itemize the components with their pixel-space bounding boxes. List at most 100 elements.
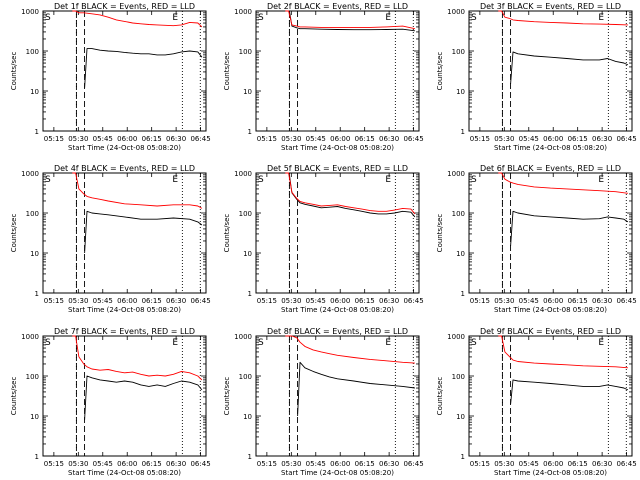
end-marker-label: E bbox=[385, 338, 391, 348]
x-tick-label: 06:15 bbox=[355, 297, 375, 305]
start-marker-label: S bbox=[45, 338, 51, 348]
y-tick-label: 1 bbox=[248, 453, 252, 461]
events-series-line bbox=[510, 210, 629, 247]
x-tick-label: 06:15 bbox=[568, 460, 588, 468]
events-series-line bbox=[297, 361, 415, 417]
panel-title: Det 6f BLACK = Events, RED = LLD bbox=[480, 164, 621, 173]
start-marker-label: S bbox=[45, 175, 51, 185]
x-tick-label: 06:30 bbox=[592, 297, 612, 305]
y-tick-label: 1 bbox=[248, 128, 252, 136]
y-tick-label: 1000 bbox=[234, 333, 252, 341]
start-marker-label: S bbox=[471, 13, 477, 23]
events-series-line bbox=[288, 174, 416, 218]
x-tick-label: 06:30 bbox=[379, 135, 399, 143]
x-tick-label: 06:30 bbox=[166, 135, 186, 143]
y-tick-label: 10 bbox=[456, 250, 465, 258]
axes-frame bbox=[255, 10, 420, 132]
x-tick-label: 06:15 bbox=[142, 297, 162, 305]
x-tick-label: 06:30 bbox=[166, 460, 186, 468]
y-tick-label: 1000 bbox=[21, 8, 39, 16]
x-tick-label: 06:15 bbox=[355, 135, 375, 143]
detector-panel: Det 2f BLACK = Events, RED = LLD 1 10 100 10… bbox=[223, 2, 424, 152]
y-tick-label: 1 bbox=[35, 128, 39, 136]
x-tick-label: 06:00 bbox=[117, 297, 137, 305]
x-tick-label: 06:00 bbox=[117, 135, 137, 143]
detector-panel: Det 8f BLACK = Events, RED = LLD 1 10 100 10… bbox=[223, 327, 424, 477]
detector-panel: Det 4f BLACK = Events, RED = LLD 1 10 100 10… bbox=[10, 164, 211, 314]
x-tick-label: 06:30 bbox=[379, 297, 399, 305]
end-marker-label: E bbox=[385, 13, 391, 23]
x-tick-label: 05:15 bbox=[257, 297, 277, 305]
x-tick-label: 05:30 bbox=[281, 135, 301, 143]
x-tick-label: 05:45 bbox=[93, 135, 113, 143]
x-tick-label: 05:30 bbox=[494, 135, 514, 143]
y-tick-label: 100 bbox=[26, 373, 39, 381]
x-tick-label: 05:15 bbox=[44, 460, 64, 468]
end-marker-label: E bbox=[385, 175, 391, 185]
y-tick-label: 1000 bbox=[21, 333, 39, 341]
y-tick-label: 10 bbox=[30, 88, 39, 96]
end-marker-label: E bbox=[172, 13, 178, 23]
axes-frame bbox=[468, 10, 633, 132]
x-tick-label: 06:15 bbox=[355, 460, 375, 468]
x-tick-label: 05:45 bbox=[93, 297, 113, 305]
x-tick-label: 06:45 bbox=[190, 297, 210, 305]
y-axis-label: Counts/sec bbox=[10, 52, 18, 91]
y-axis-label: Counts/sec bbox=[223, 377, 231, 416]
x-tick-label: 06:30 bbox=[592, 460, 612, 468]
y-tick-label: 100 bbox=[239, 373, 252, 381]
x-tick-label: 05:15 bbox=[44, 135, 64, 143]
events-series-line bbox=[288, 10, 415, 32]
y-tick-label: 100 bbox=[452, 210, 465, 218]
detector-panel: Det 1f BLACK = Events, RED = LLD 1 10 100 10… bbox=[10, 2, 211, 152]
x-tick-label: 05:45 bbox=[519, 297, 539, 305]
panel-title: Det 3f BLACK = Events, RED = LLD bbox=[480, 2, 621, 11]
y-tick-label: 1000 bbox=[234, 170, 252, 178]
x-tick-label: 05:30 bbox=[494, 297, 514, 305]
x-tick-label: 06:30 bbox=[166, 297, 186, 305]
panel-title: Det 9f BLACK = Events, RED = LLD bbox=[480, 327, 621, 336]
start-marker-label: S bbox=[258, 338, 264, 348]
y-tick-label: 10 bbox=[243, 250, 252, 258]
x-tick-label: 05:45 bbox=[519, 460, 539, 468]
x-tick-label: 05:45 bbox=[306, 460, 326, 468]
start-marker-label: S bbox=[45, 13, 51, 23]
lld-series-line bbox=[72, 335, 203, 381]
x-axis-label: Start Time (24-Oct-08 05:08:20) bbox=[68, 469, 181, 477]
axes-frame bbox=[42, 10, 207, 132]
x-tick-label: 05:45 bbox=[93, 460, 113, 468]
x-tick-label: 05:45 bbox=[306, 135, 326, 143]
y-tick-label: 1000 bbox=[21, 170, 39, 178]
x-tick-label: 05:15 bbox=[470, 297, 490, 305]
lld-series-line bbox=[285, 335, 415, 364]
x-tick-label: 06:30 bbox=[379, 460, 399, 468]
lld-series-line bbox=[498, 335, 628, 369]
end-marker-label: E bbox=[172, 175, 178, 185]
y-tick-label: 100 bbox=[239, 210, 252, 218]
axes-frame bbox=[42, 335, 207, 457]
x-tick-label: 05:15 bbox=[257, 135, 277, 143]
detector-panel: Det 3f BLACK = Events, RED = LLD 1 10 100 10… bbox=[436, 2, 637, 152]
lld-series-line bbox=[498, 172, 628, 194]
y-tick-label: 1000 bbox=[447, 170, 465, 178]
x-axis-label: Start Time (24-Oct-08 05:08:20) bbox=[281, 144, 394, 152]
panel-title: Det 8f BLACK = Events, RED = LLD bbox=[267, 327, 408, 336]
events-series-line bbox=[510, 379, 629, 405]
y-tick-label: 1 bbox=[35, 453, 39, 461]
x-axis-label: Start Time (24-Oct-08 05:08:20) bbox=[68, 144, 181, 152]
start-marker-label: S bbox=[258, 175, 264, 185]
x-tick-label: 06:45 bbox=[403, 135, 423, 143]
events-series-line bbox=[84, 48, 203, 88]
end-marker-label: E bbox=[598, 13, 604, 23]
axes-frame bbox=[255, 172, 420, 294]
y-tick-label: 100 bbox=[26, 48, 39, 56]
x-axis-label: Start Time (24-Oct-08 05:08:20) bbox=[494, 469, 607, 477]
panel-title: Det 4f BLACK = Events, RED = LLD bbox=[54, 164, 195, 173]
y-tick-label: 100 bbox=[452, 373, 465, 381]
lld-series-line bbox=[285, 172, 416, 215]
x-tick-label: 05:15 bbox=[44, 297, 64, 305]
y-tick-label: 10 bbox=[243, 88, 252, 96]
x-tick-label: 05:15 bbox=[470, 460, 490, 468]
x-tick-label: 06:00 bbox=[543, 135, 563, 143]
